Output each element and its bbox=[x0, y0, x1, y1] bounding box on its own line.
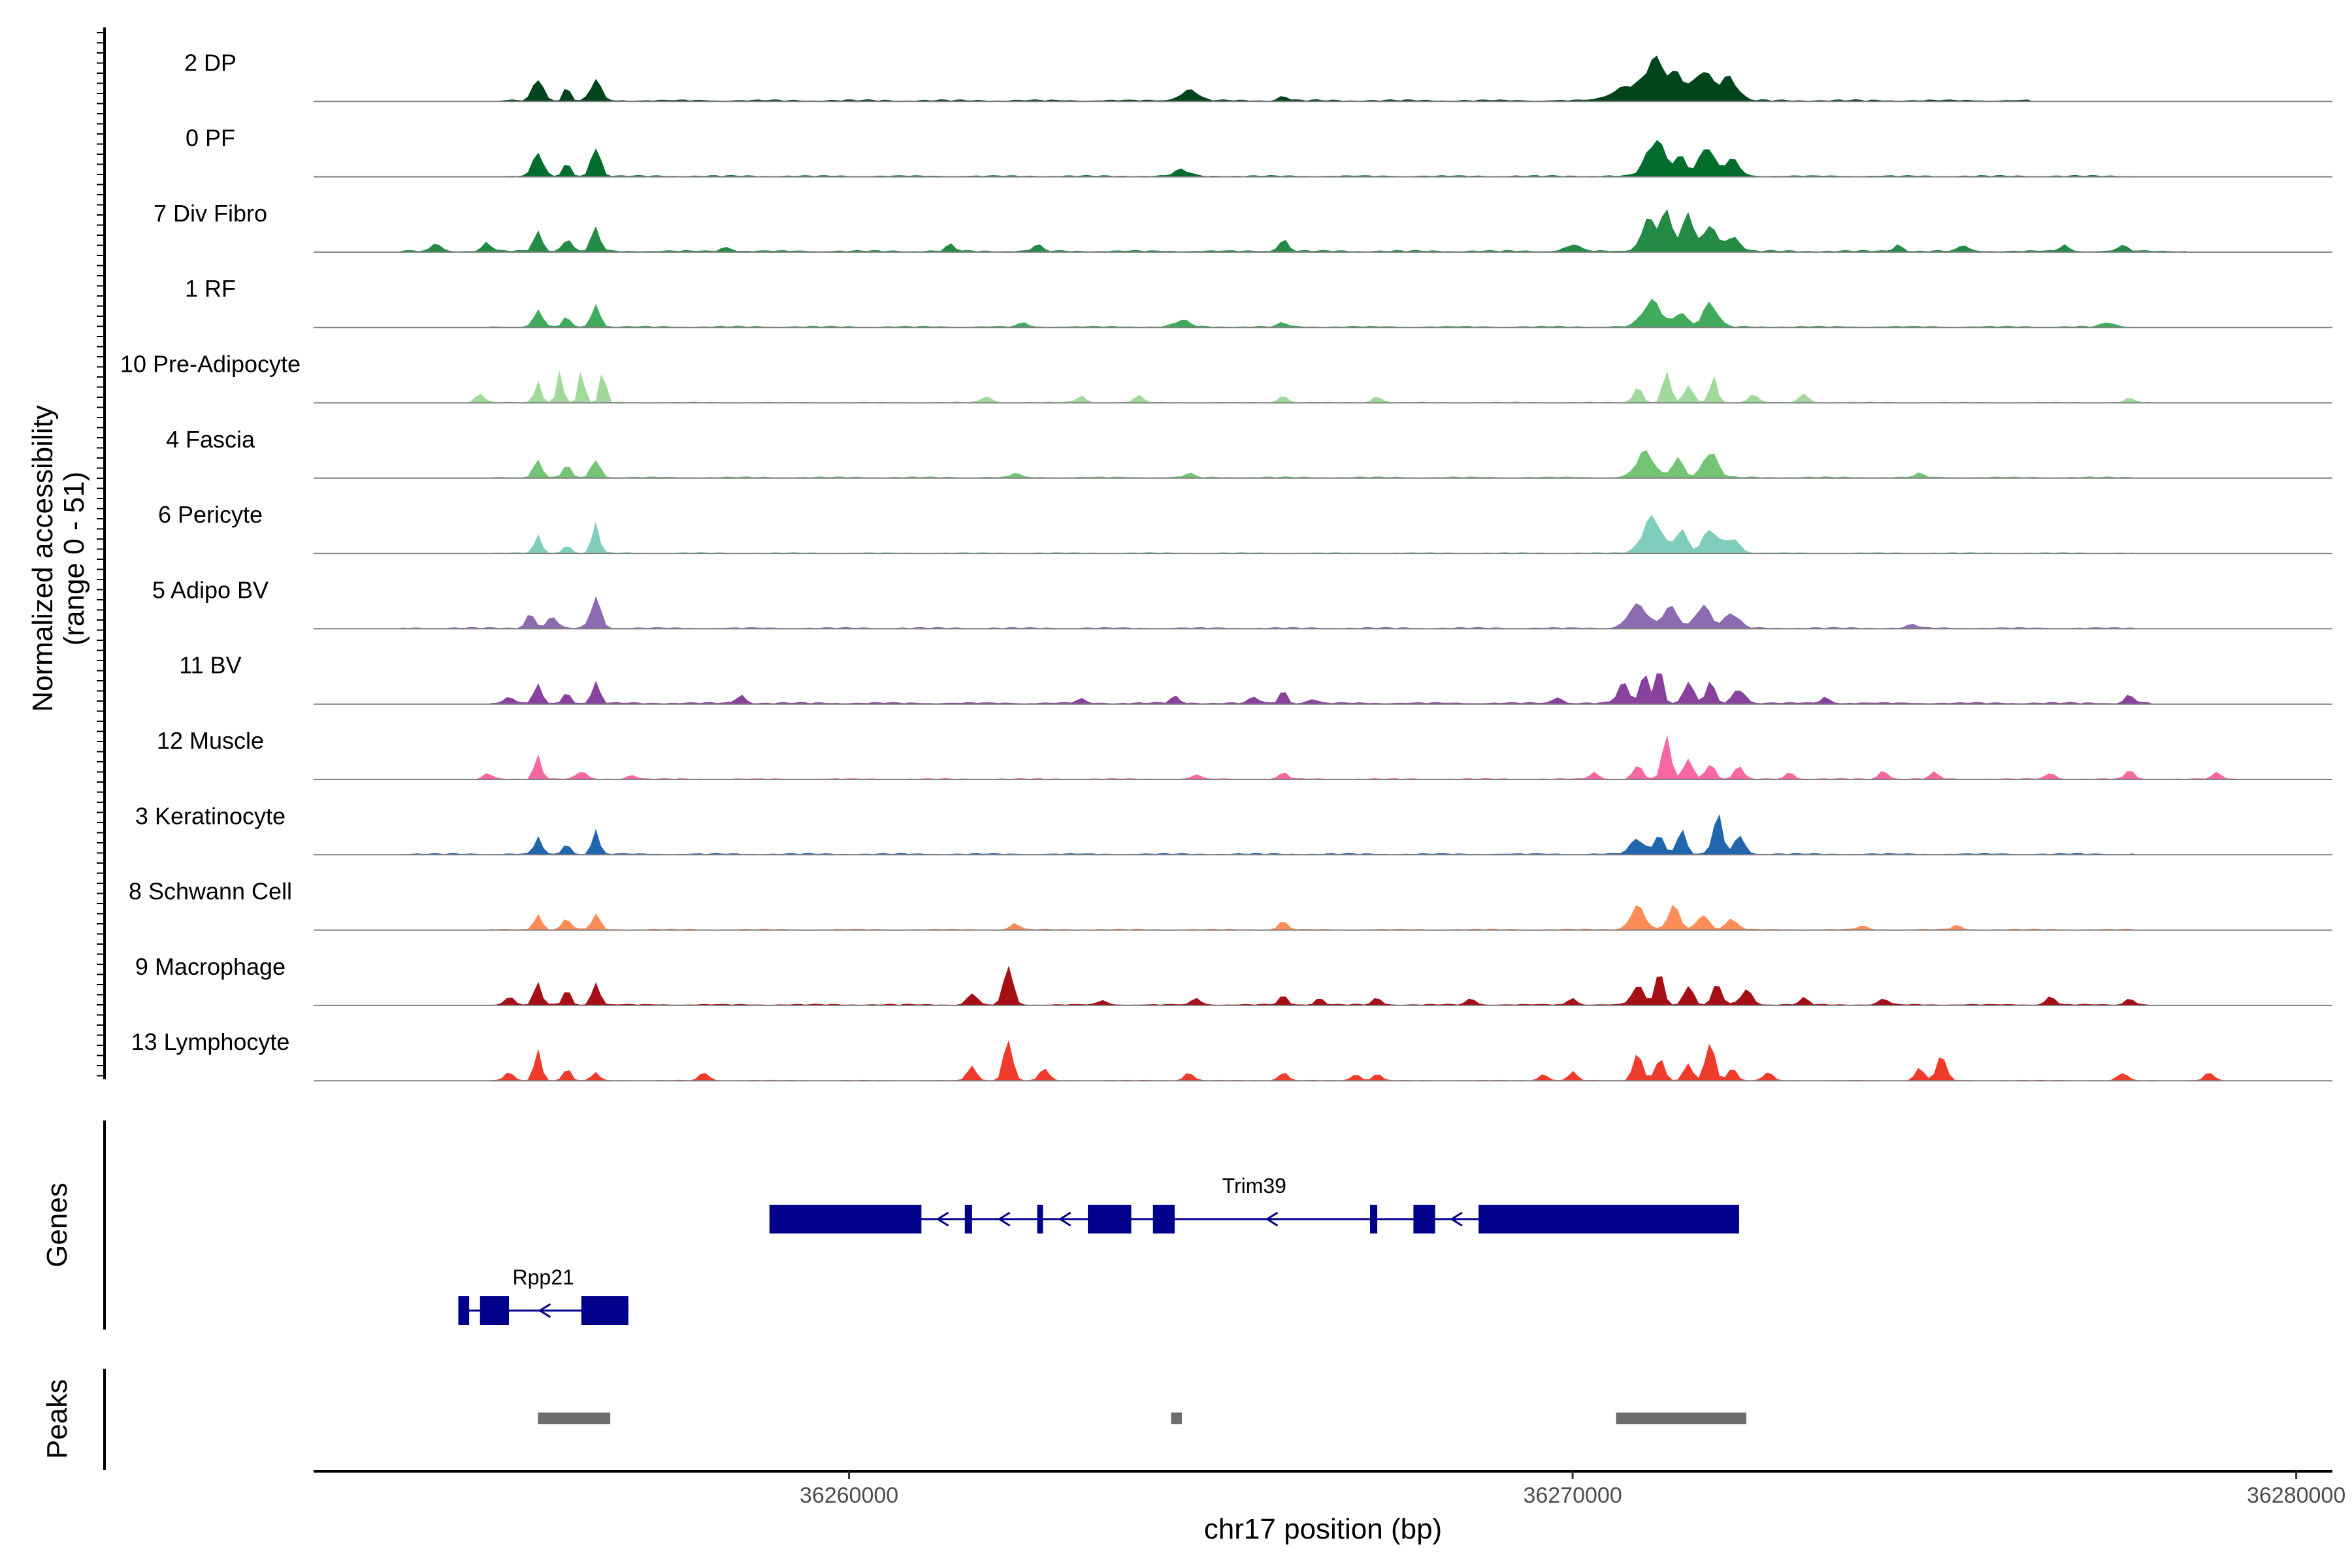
coverage-area-4-fascia bbox=[314, 449, 2332, 478]
strand-arrow-icon bbox=[1450, 1211, 1463, 1227]
track-label-8-schwann-cell: 8 Schwann Cell bbox=[129, 878, 292, 905]
track-label-6-pericyte: 6 Pericyte bbox=[158, 501, 263, 528]
track-label-5-adipo-bv: 5 Adipo BV bbox=[152, 576, 269, 603]
gene-label-trim39: Trim39 bbox=[1222, 1174, 1286, 1198]
gene-exon-trim39 bbox=[1413, 1205, 1435, 1233]
gene-exon-trim39 bbox=[1088, 1205, 1132, 1233]
track-label-0-pf: 0 PF bbox=[186, 125, 235, 152]
gene-exon-rpp21 bbox=[458, 1296, 470, 1325]
coverage-area-11-bv bbox=[314, 673, 2332, 704]
track-label-1-rf: 1 RF bbox=[185, 275, 236, 302]
coverage-tracks: 2 DP 0 PF 7 Div Fibro 1 RF 10 Pre-Adipocyte 4… bbox=[120, 49, 2332, 1082]
gene-exon-rpp21 bbox=[581, 1296, 629, 1325]
x-axis-ticks: 36260000 36270000 36280000 bbox=[800, 1471, 2345, 1508]
track-label-13-lymphocyte: 13 Lymphocyte bbox=[131, 1028, 290, 1055]
gene-exon-trim39 bbox=[1369, 1205, 1378, 1233]
y-axis-title-line2: (range 0 - 51) bbox=[58, 472, 90, 646]
coverage-area-13-lymphocyte bbox=[314, 1040, 2332, 1081]
strand-arrow-icon bbox=[997, 1211, 1011, 1227]
track-label-4-fascia: 4 Fascia bbox=[166, 426, 255, 453]
strand-arrow-icon bbox=[1058, 1211, 1071, 1227]
gene-label-rpp21: Rpp21 bbox=[512, 1266, 574, 1289]
track-label-3-keratinocyte: 3 Keratinocyte bbox=[135, 802, 286, 829]
coverage-area-6-pericyte bbox=[314, 514, 2332, 554]
track-label-2-dp: 2 DP bbox=[184, 49, 237, 76]
track-label-10-pre-adipocyte: 10 Pre-Adipocyte bbox=[120, 351, 301, 378]
x-tick-label: 36270000 bbox=[1523, 1483, 1622, 1508]
gene-exon-trim39 bbox=[769, 1205, 922, 1233]
coverage-area-2-dp bbox=[314, 56, 2332, 102]
gene-exon-trim39 bbox=[1478, 1205, 1739, 1233]
gene-exon-trim39 bbox=[1152, 1205, 1175, 1233]
track-label-12-muscle: 12 Muscle bbox=[157, 727, 264, 754]
peaks-panel-title: Peaks bbox=[41, 1379, 73, 1459]
gene-exon-trim39 bbox=[964, 1205, 972, 1233]
x-axis-title: chr17 position (bp) bbox=[1204, 1513, 1442, 1545]
track-label-9-macrophage: 9 Macrophage bbox=[135, 953, 286, 980]
coverage-area-1-rf bbox=[314, 299, 2332, 328]
coverage-area-8-schwann-cell bbox=[314, 905, 2332, 930]
strand-arrow-icon bbox=[538, 1303, 551, 1318]
peak-region-bar bbox=[1616, 1413, 1746, 1424]
peak-regions bbox=[538, 1413, 1746, 1424]
gene-exon-rpp21 bbox=[480, 1296, 510, 1325]
gene-annotations: Trim39 Rpp21 bbox=[458, 1174, 1739, 1325]
coverage-area-0-pf bbox=[314, 140, 2332, 177]
peak-region-bar bbox=[1171, 1413, 1183, 1424]
coverage-area-9-macrophage bbox=[314, 966, 2332, 1005]
coverage-y-axis bbox=[97, 27, 106, 1079]
coverage-area-12-muscle bbox=[314, 734, 2332, 779]
track-label-7-div-fibro: 7 Div Fibro bbox=[154, 200, 267, 227]
peak-region-bar bbox=[538, 1413, 611, 1424]
coverage-area-7-div-fibro bbox=[314, 209, 2332, 252]
coverage-area-10-pre-adipocyte bbox=[314, 370, 2332, 403]
x-tick-label: 36260000 bbox=[800, 1483, 898, 1508]
y-axis-title-line1: Normalized accessibility bbox=[27, 405, 59, 711]
strand-arrow-icon bbox=[1265, 1211, 1279, 1227]
x-tick-label: 36280000 bbox=[2247, 1483, 2345, 1508]
coverage-area-5-adipo-bv bbox=[314, 596, 2332, 629]
gene-exon-trim39 bbox=[1037, 1205, 1043, 1233]
track-label-11-bv: 11 BV bbox=[179, 652, 241, 679]
genes-panel-title: Genes bbox=[41, 1183, 73, 1267]
strand-arrow-icon bbox=[936, 1211, 949, 1227]
coverage-area-3-keratinocyte bbox=[314, 814, 2332, 855]
